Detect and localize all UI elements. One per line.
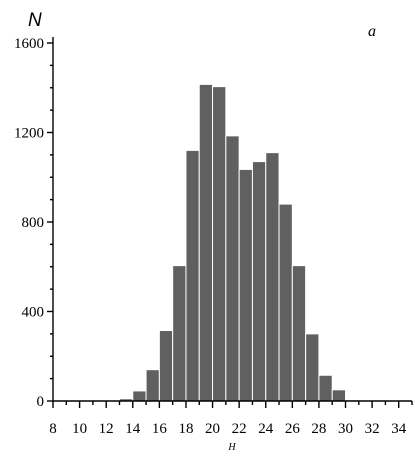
bars-group [118,83,360,402]
y-tick-label-1600: 1600 [14,36,44,52]
x-tick-label-16: 16 [152,421,168,437]
histogram-bar-17 [172,265,187,402]
x-tick-label-30: 30 [338,421,353,437]
y-tick-label-800: 800 [22,215,45,231]
x-tick-label-32: 32 [365,421,380,437]
x-tick-label-14: 14 [125,421,141,437]
axes-group: 0 400 800 1200 1600 8 10 12 14 16 18 20 22 24 26 28 30 32… [14,36,413,437]
y-tick-label-400: 400 [22,305,45,321]
x-tick-label-12: 12 [99,421,114,437]
x-tick-label-26: 26 [285,421,301,437]
histogram-bar-23 [251,161,267,402]
x-tick-label-28: 28 [311,421,326,437]
x-tick-label-10: 10 [72,421,87,437]
x-tick-label-24: 24 [258,421,274,437]
panel-label: a [368,23,376,40]
histogram-bar-18 [185,149,200,402]
histogram-bar-20 [212,86,227,402]
histogram-bar-19 [198,83,214,402]
histogram-bar-26 [291,265,307,402]
y-tick-label-1200: 1200 [14,126,44,142]
x-tick-label-34: 34 [391,421,407,437]
histogram-bar-28 [318,374,333,402]
histogram-bar-22 [238,168,253,402]
histogram-bar-27 [305,333,320,402]
x-axis-title: H [227,442,236,453]
x-tick-label-22: 22 [232,421,247,437]
x-tick-label-20: 20 [205,421,220,437]
y-axis-title: N [28,10,42,31]
y-tick-label-0: 0 [37,394,45,410]
histogram-bar-16 [158,330,174,402]
x-tick-label-18: 18 [178,421,193,437]
histogram-bar-25 [278,203,293,402]
histogram-bar-21 [225,135,240,402]
x-tick-label-8: 8 [49,421,57,437]
histogram-bar-29 [331,389,347,402]
histogram-bar-24 [265,152,280,402]
histogram-bar-14 [132,390,147,402]
histogram-bar-15 [145,369,160,402]
